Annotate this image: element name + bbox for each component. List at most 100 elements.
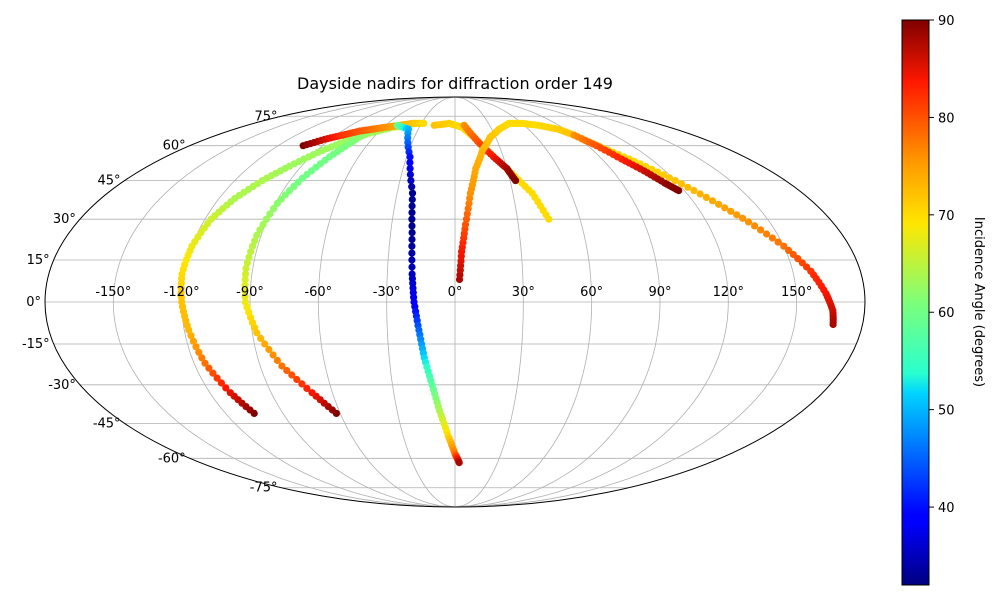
data-point — [256, 226, 264, 234]
data-point — [406, 170, 414, 179]
data-point — [241, 292, 249, 300]
lat-tick-label: 75° — [254, 109, 277, 124]
colorbar-ticks: 40 50 60 70 80 90 — [929, 14, 955, 516]
data-point — [420, 119, 428, 127]
data-point — [408, 222, 416, 230]
data-point — [702, 193, 711, 201]
colorbar-label: Incidence Angle (degrees) — [971, 217, 986, 387]
data-point — [245, 253, 253, 261]
data-point — [265, 345, 273, 354]
data-point — [408, 249, 416, 257]
data-point — [195, 348, 203, 356]
data-point — [249, 242, 257, 250]
data-point — [455, 459, 463, 467]
data-point — [226, 389, 234, 397]
data-point — [213, 374, 221, 382]
data-point — [462, 215, 471, 223]
scatter-series — [393, 121, 463, 467]
data-point — [408, 202, 416, 210]
latitude-tick-labels: -75° -60° -45° -30° -15° 0° 15° 30° 45° 60° 75° — [22, 109, 278, 495]
chart-title: Dayside nadirs for diffraction order 149 — [297, 74, 613, 93]
data-point — [251, 237, 259, 245]
data-point — [243, 259, 251, 267]
data-point — [408, 183, 416, 191]
data-point — [780, 242, 788, 250]
lon-tick-label: 30° — [512, 285, 535, 300]
data-point — [708, 197, 717, 205]
colorbar-tick-label: 60 — [938, 306, 955, 321]
data-point — [768, 234, 777, 242]
data-point — [241, 281, 249, 289]
data-point — [407, 177, 415, 185]
lon-tick-label: 150° — [781, 285, 812, 300]
lon-tick-label: -120° — [164, 285, 200, 300]
data-points — [177, 119, 837, 467]
data-point — [189, 337, 197, 345]
lat-tick-label: 15° — [27, 253, 50, 268]
data-point — [785, 246, 793, 254]
data-point — [209, 369, 217, 377]
lon-tick-label: 60° — [580, 285, 603, 300]
scatter-series — [241, 125, 376, 417]
data-point — [192, 343, 200, 351]
data-point — [187, 332, 195, 340]
data-point — [408, 263, 416, 271]
longitude-tick-labels: -150° -120° -90° -60° -30° 0° 30° 60° 90° 120° 150… — [95, 285, 812, 300]
data-point — [696, 190, 704, 198]
data-point — [241, 298, 249, 306]
data-point — [511, 177, 520, 185]
data-point — [684, 183, 692, 191]
data-point — [406, 153, 414, 161]
data-point — [406, 159, 414, 167]
data-point — [198, 354, 206, 362]
data-point — [408, 229, 416, 237]
lat-tick-label: 45° — [98, 174, 121, 189]
data-point — [463, 210, 471, 218]
lon-tick-label: -30° — [373, 285, 401, 300]
data-point — [675, 187, 683, 195]
data-point — [261, 340, 269, 348]
lon-tick-label: 90° — [648, 285, 671, 300]
scatter-series — [455, 119, 578, 284]
data-point — [269, 205, 278, 213]
data-point — [278, 362, 286, 370]
lon-tick-label: -150° — [95, 285, 131, 300]
data-point — [241, 270, 250, 278]
data-point — [739, 214, 747, 222]
data-point — [665, 174, 674, 182]
colorbar-tick-label: 80 — [938, 111, 955, 126]
data-point — [733, 211, 741, 219]
lat-tick-label: 0° — [26, 295, 41, 310]
lon-tick-label: 120° — [713, 285, 744, 300]
data-point — [744, 218, 753, 226]
lon-tick-label: -60° — [304, 285, 332, 300]
data-point — [273, 356, 281, 365]
data-point — [201, 359, 209, 367]
data-point — [408, 242, 416, 250]
data-point — [408, 195, 416, 204]
colorbar-tick-label: 70 — [938, 209, 955, 224]
data-point — [794, 255, 802, 263]
data-point — [241, 287, 249, 295]
scatter-series — [460, 121, 520, 185]
colorbar-tick-label: 40 — [938, 501, 955, 516]
data-point — [757, 226, 765, 234]
map-boundary — [44, 96, 866, 508]
data-point — [241, 275, 249, 284]
data-point — [408, 209, 416, 217]
data-point — [763, 230, 771, 238]
colorbar-tick-label: 50 — [938, 404, 955, 419]
lat-tick-label: -15° — [22, 337, 50, 352]
data-point — [266, 210, 274, 218]
data-point — [715, 200, 723, 208]
data-point — [257, 334, 265, 342]
data-point — [222, 384, 230, 392]
data-point — [298, 380, 306, 388]
lat-tick-label: -75° — [250, 481, 278, 496]
data-point — [829, 320, 837, 329]
data-point — [288, 371, 296, 379]
lat-tick-label: 30° — [53, 212, 76, 227]
data-point — [774, 238, 782, 246]
lat-tick-label: 60° — [163, 139, 186, 154]
